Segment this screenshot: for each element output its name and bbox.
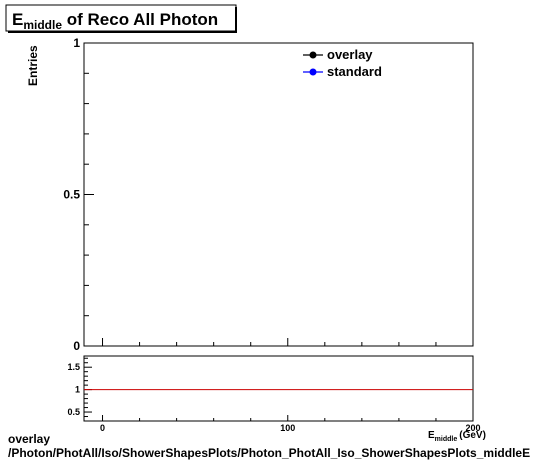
ratio-plot-frame [83, 355, 474, 422]
title-text: Emiddle of Reco All Photon [12, 10, 218, 32]
ratio-x-axis: 0 100 200 [100, 415, 481, 433]
y-tick-label: 0 [73, 339, 80, 353]
ratio-x-tick-label: 100 [280, 423, 295, 433]
ratio-y-tick-label: 1 [75, 385, 80, 395]
title-box [5, 4, 237, 32]
main-x-axis [102, 338, 474, 346]
legend-marker-standard [309, 68, 317, 76]
ratio-x-tick-label: 0 [100, 423, 105, 433]
ratio-y-tick-label: 1.5 [67, 362, 80, 372]
ratio-x-tick-label: 200 [465, 423, 480, 433]
legend-label-standard: standard [327, 64, 382, 79]
title-box-shadow-right [235, 7, 237, 33]
y-tick-label: 0.5 [63, 188, 80, 202]
legend: overlay standard [303, 47, 382, 79]
footer-overlay-label: overlay [8, 432, 51, 446]
x-axis-label: Emiddle (GeV) [428, 430, 486, 443]
ratio-y-axis: 0.5 1 1.5 [67, 357, 92, 417]
y-tick-label: 1 [73, 36, 80, 50]
title-box-shadow [8, 31, 237, 33]
main-plot-frame [83, 42, 474, 347]
ratio-y-tick-label: 0.5 [67, 407, 80, 417]
y-axis-label: Entries [26, 45, 40, 86]
footer-path: /Photon/PhotAll/Iso/ShowerShapesPlots/Ph… [8, 446, 531, 460]
main-y-axis: 00.51 [63, 36, 94, 353]
legend-marker-overlay [309, 51, 317, 59]
legend-label-overlay: overlay [327, 47, 373, 62]
chart-title: Emiddle of Reco All Photon [5, 4, 237, 33]
